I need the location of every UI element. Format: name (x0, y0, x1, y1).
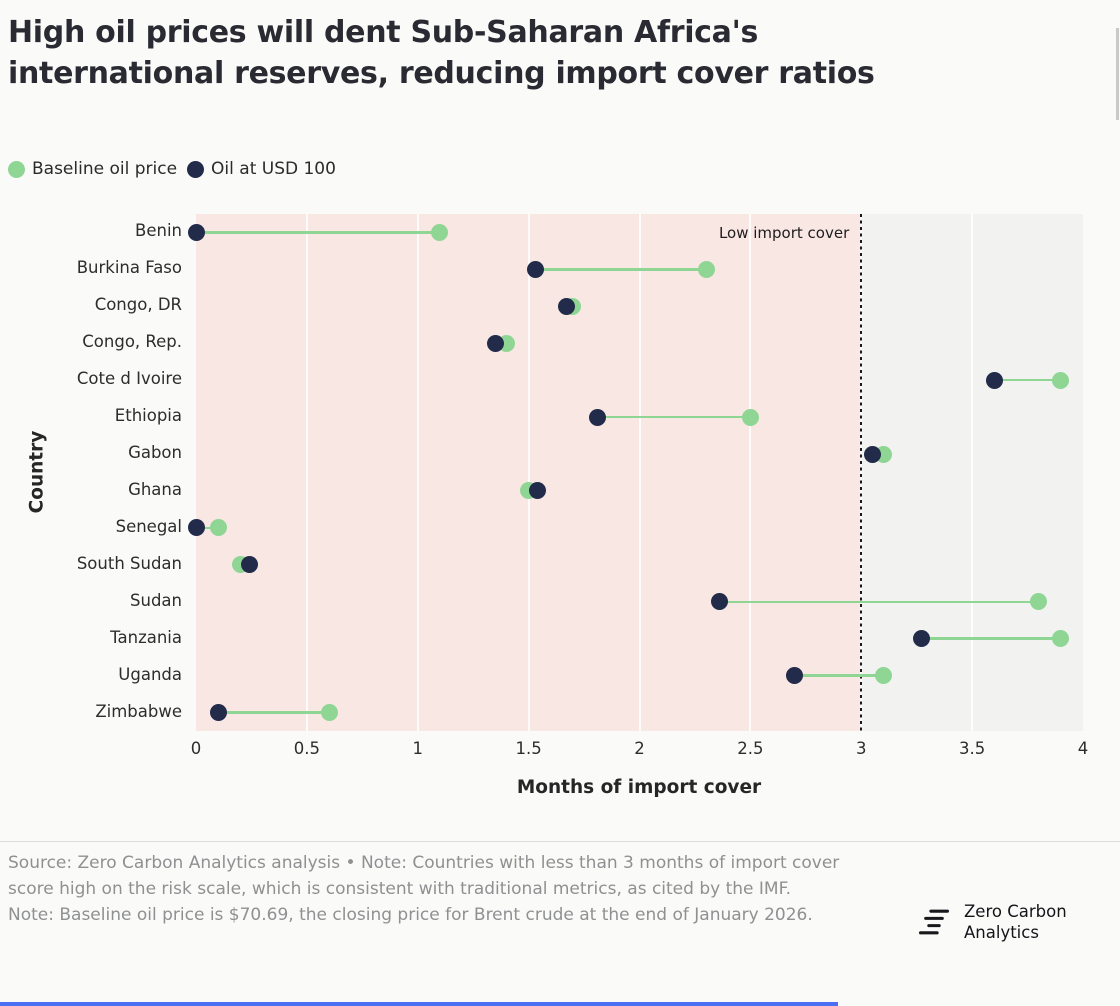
legend-item-usd100: Oil at USD 100 (187, 159, 336, 179)
connector-line (794, 674, 884, 677)
zca-logo-icon (919, 910, 949, 935)
y-tick-label: Ethiopia (114, 406, 182, 426)
legend-item-baseline: Baseline oil price (8, 159, 177, 179)
connector-line (535, 268, 706, 271)
baseline-legend-dot-icon (8, 160, 25, 178)
connector-line (719, 600, 1039, 603)
usd100-dot (209, 704, 227, 722)
x-tick-label: 2.5 (737, 739, 764, 758)
gridline (971, 214, 974, 731)
bottom-accent-bar (0, 1002, 838, 1006)
source-note-text: Source: Zero Carbon Analytics analysis •… (8, 853, 840, 899)
gridline (638, 214, 641, 731)
baseline-dot (1052, 630, 1070, 648)
y-tick-label: Congo, DR (94, 295, 182, 315)
y-tick-label: Zimbabwe (95, 701, 182, 721)
gridline (305, 214, 308, 731)
y-tick-label: Cote d Ivoire (76, 369, 182, 389)
y-tick-label: Burkina Faso (76, 258, 182, 278)
baseline-dot (209, 519, 227, 537)
y-tick-label: Uganda (118, 664, 182, 684)
usd100-dot (486, 334, 504, 352)
y-tick-label: South Sudan (76, 553, 182, 573)
legend-label-baseline: Baseline oil price (32, 159, 178, 179)
low-cover-label: Low import cover (718, 224, 850, 242)
baseline-dot (697, 260, 715, 278)
usd100-dot (557, 297, 575, 315)
gridline (416, 214, 419, 731)
title-line-2: international reserves, reducing import … (8, 56, 875, 92)
gridline (527, 214, 530, 731)
baseline-dot (1052, 371, 1070, 389)
usd100-dot (912, 630, 930, 648)
connector-line (994, 378, 1061, 382)
x-tick-label: 1 (412, 739, 424, 758)
baseline-dot (320, 704, 338, 722)
usd100-dot (710, 593, 728, 611)
usd100-dot (985, 371, 1003, 389)
title-edge-line (1116, 28, 1119, 120)
zero-carbon-analytics-logo: Zero Carbon Analytics (916, 901, 1067, 944)
plot-area: Low import cover (187, 214, 1083, 731)
x-tick-label: 3.5 (959, 739, 986, 758)
x-tick-label: 2 (634, 739, 645, 758)
usd100-dot (240, 556, 258, 574)
usd100-dot (863, 445, 881, 463)
usd100-dot (187, 519, 205, 537)
usd100-dot (786, 667, 804, 685)
usd100-dot (528, 482, 546, 500)
logo-text: Zero Carbon Analytics (964, 901, 1067, 944)
usd100-dot (588, 408, 606, 426)
usd100-legend-dot-icon (187, 160, 205, 178)
y-axis-labels: Benin Burkina Faso Congo, DR Congo, Rep. Cot… (0, 214, 182, 731)
baseline-dot (431, 223, 449, 241)
connector-line (218, 711, 330, 714)
connector-line (196, 231, 440, 234)
legend-label-usd100: Oil at USD 100 (211, 159, 336, 179)
gridline (749, 214, 752, 731)
y-tick-label: Benin (135, 221, 182, 241)
baseline-dot (1030, 593, 1048, 611)
logo-text-line1: Zero Carbon (964, 902, 1067, 921)
threshold-line (860, 214, 863, 731)
y-tick-label: Tanzania (110, 627, 182, 647)
x-tick-label: 3 (856, 739, 867, 758)
x-tick-label: 1.5 (515, 739, 542, 758)
y-tick-label: Senegal (115, 516, 182, 536)
title-line-1: High oil prices will dent Sub-Saharan Af… (8, 15, 759, 50)
page-title: High oil prices will dent Sub-Saharan Af… (8, 12, 875, 95)
x-tick-label: 4 (1077, 739, 1089, 758)
y-tick-label: Congo, Rep. (82, 332, 182, 352)
logo-text-line2: Analytics (964, 923, 1039, 943)
y-tick-label: Gabon (128, 443, 182, 463)
baseline-dot (741, 408, 759, 426)
baseline-dot (874, 667, 892, 685)
chart-legend: Baseline oil price Oil at USD 100 (8, 159, 346, 179)
source-notes: Source: Zero Carbon Analytics analysis •… (8, 851, 858, 928)
connector-line (921, 637, 1061, 640)
x-axis-labels: 0 0.5 1 1.5 2 2.5 3 3.5 4 (191, 739, 1089, 763)
x-tick-label: 0 (190, 739, 202, 758)
usd100-dot (187, 223, 205, 241)
y-tick-label: Ghana (128, 479, 182, 499)
footer-divider (0, 841, 1120, 842)
baseline-note-text: Note: Baseline oil price is $70.69, the … (8, 904, 813, 925)
x-tick-label: 0.5 (293, 739, 320, 758)
connector-line (597, 415, 751, 419)
x-axis-title: Months of import cover (516, 777, 762, 798)
connector-line (196, 526, 219, 530)
usd100-dot (526, 260, 544, 278)
y-tick-label: Sudan (130, 590, 182, 610)
